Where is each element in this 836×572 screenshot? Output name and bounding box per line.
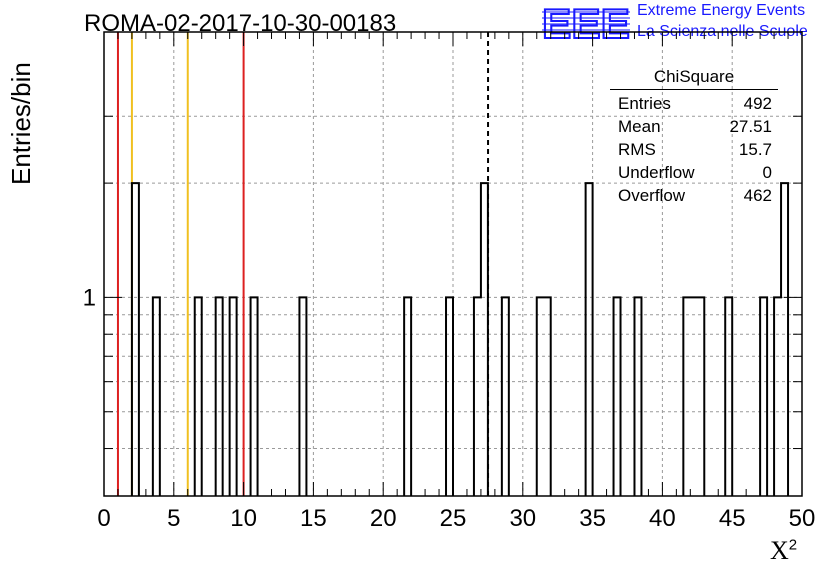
- histogram-bar: [634, 297, 641, 496]
- stats-rows: Entries 492 Mean 27.51 RMS 15.7 Underflow 0 Over…: [610, 92, 778, 207]
- x-tick-label: 25: [440, 505, 467, 532]
- histogram-bar: [683, 297, 690, 496]
- stats-row: Overflow 462: [610, 184, 778, 207]
- histogram-bar: [697, 297, 704, 496]
- histogram-bar: [251, 297, 258, 496]
- histogram-bar: [781, 183, 788, 496]
- stats-row-label: RMS: [618, 140, 656, 159]
- stats-row: Entries 492: [610, 92, 778, 115]
- histogram-bar: [404, 297, 411, 496]
- stats-row: Underflow 0: [610, 161, 778, 184]
- stats-row-value: 492: [743, 94, 772, 113]
- y-tick-label: 1: [83, 284, 96, 311]
- stats-row-value: 462: [743, 186, 772, 205]
- x-axis-label-superscript: 2: [788, 536, 798, 554]
- x-axis-label: X2: [770, 536, 797, 566]
- logo-subtitle-1: Extreme Energy Events: [637, 2, 806, 19]
- x-tick-label: 20: [370, 505, 397, 532]
- histogram-bar: [481, 183, 488, 496]
- x-tick-label: 40: [649, 505, 676, 532]
- histogram-bar: [153, 297, 160, 496]
- x-axis-label-base: X: [770, 536, 789, 565]
- histogram-bar: [502, 297, 509, 496]
- histogram-bar: [586, 183, 593, 496]
- stats-row-label: Overflow: [618, 186, 686, 205]
- stats-row-value: 0: [762, 163, 772, 182]
- stats-row-label: Underflow: [618, 163, 695, 182]
- x-tick-label: 50: [789, 505, 816, 532]
- stats-row: RMS 15.7: [610, 138, 778, 161]
- x-tick-label: 30: [509, 505, 536, 532]
- histogram-bar: [544, 297, 551, 496]
- histogram-outline: [130, 182, 790, 496]
- histogram-bar: [474, 297, 481, 496]
- histogram-bar: [760, 297, 767, 496]
- histogram-bar: [216, 297, 223, 496]
- stats-row-label: Entries: [618, 94, 671, 113]
- histogram-bar: [446, 297, 453, 496]
- x-tick-label: 5: [167, 505, 180, 532]
- x-tick-label: 10: [230, 505, 257, 532]
- x-tick-label: 15: [300, 505, 327, 532]
- histogram-bar: [725, 297, 732, 496]
- stats-row-value: 27.51: [729, 117, 772, 136]
- stats-box: ChiSquare Entries 492 Mean 27.51 RMS 15.7 Unde…: [610, 65, 778, 207]
- stats-row-label: Mean: [618, 117, 661, 136]
- histogram-bar: [299, 297, 306, 496]
- eee-logo: EEE: [542, 2, 631, 42]
- x-tick-label: 0: [97, 505, 110, 532]
- svg-text:EEE: EEE: [542, 2, 630, 42]
- histogram-bar: [614, 297, 621, 496]
- histogram-bar: [774, 297, 781, 496]
- histogram-bar: [690, 297, 697, 496]
- stats-row-value: 15.7: [738, 140, 772, 159]
- stats-row: Mean 27.51: [610, 115, 778, 138]
- stats-name: ChiSquare: [610, 65, 778, 90]
- histogram-bar: [195, 297, 202, 496]
- x-tick-label: 35: [579, 505, 606, 532]
- histogram-bar: [537, 297, 544, 496]
- histogram-bar: [132, 183, 139, 496]
- x-tick-label: 45: [719, 505, 746, 532]
- histogram-bar: [230, 297, 237, 496]
